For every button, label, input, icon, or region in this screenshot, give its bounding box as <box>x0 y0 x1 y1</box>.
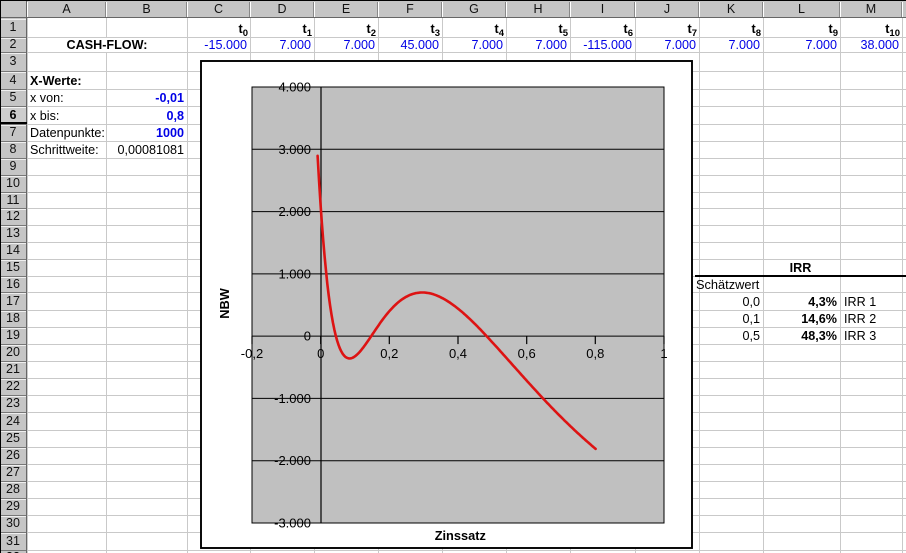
svg-text:0,8: 0,8 <box>586 346 604 361</box>
svg-text:0,4: 0,4 <box>449 346 467 361</box>
svg-text:0: 0 <box>317 346 324 361</box>
svg-text:-2.000: -2.000 <box>274 453 311 468</box>
svg-text:-3.000: -3.000 <box>274 516 311 531</box>
svg-text:0,2: 0,2 <box>380 346 398 361</box>
svg-text:-0,2: -0,2 <box>241 346 263 361</box>
svg-text:1.000: 1.000 <box>278 266 311 281</box>
svg-text:Zinssatz: Zinssatz <box>435 528 486 543</box>
svg-text:NBW: NBW <box>217 287 232 318</box>
svg-text:3.000: 3.000 <box>278 142 311 157</box>
svg-text:0: 0 <box>304 329 311 344</box>
svg-text:4.000: 4.000 <box>278 80 311 95</box>
svg-text:1: 1 <box>660 346 667 361</box>
svg-text:2.000: 2.000 <box>278 204 311 219</box>
svg-text:-1.000: -1.000 <box>274 391 311 406</box>
svg-text:0,6: 0,6 <box>518 346 536 361</box>
